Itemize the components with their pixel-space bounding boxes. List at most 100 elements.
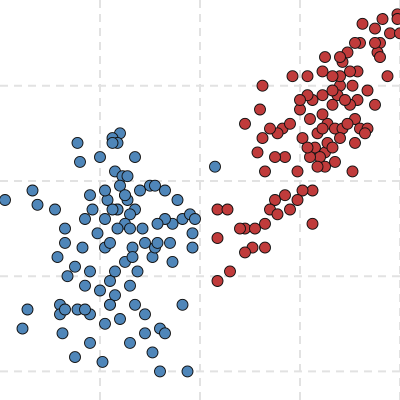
red-data-point [349,36,361,49]
blue-data-point [84,189,96,202]
red-data-point [374,51,386,64]
red-data-point [211,275,224,287]
blue-data-point [159,327,171,340]
red-data-point [286,70,299,83]
blue-data-point [139,236,151,249]
red-data-point [221,203,234,216]
red-data-point [306,184,319,197]
blue-data-point [79,213,91,225]
blue-data-point [94,151,106,164]
red-data-point [346,79,359,92]
blue-data-point [136,222,149,235]
blue-data-point [79,303,91,316]
blue-data-point [124,208,136,221]
red-data-point [369,22,381,35]
red-data-point [264,122,276,135]
blue-data-point [121,170,134,183]
red-data-point [256,132,269,145]
blue-data-point [69,351,81,364]
red-data-point [296,184,309,197]
blue-data-point [151,217,164,230]
red-data-point [234,222,246,235]
red-data-point [224,265,236,278]
blue-data-point [79,279,91,292]
blue-data-point [104,298,116,311]
red-data-point [349,136,361,149]
blue-data-point [51,251,64,264]
blue-data-point [106,136,119,149]
red-data-point [346,165,359,178]
blue-data-point [26,184,39,197]
blue-data-point [61,270,74,283]
red-data-point [334,51,346,64]
blue-data-point [189,213,201,225]
blue-data-point [76,241,89,254]
blue-data-point [59,222,71,235]
red-data-point [329,155,341,168]
red-data-point [361,84,374,97]
red-data-point [326,141,339,154]
blue-data-point [84,265,96,278]
blue-data-point [69,260,81,273]
blue-data-point [151,236,164,249]
blue-data-point [86,203,99,216]
red-data-point [301,141,314,154]
red-data-point [356,17,369,30]
red-data-point [316,122,329,135]
blue-data-point [209,160,221,173]
red-data-point [301,70,314,83]
blue-data-point [59,236,71,249]
blue-data-point [131,265,144,278]
red-data-point [279,151,291,164]
blue-data-point [166,255,179,268]
red-data-point [271,208,284,221]
blue-data-point [124,279,136,292]
red-data-point [254,103,266,116]
blue-data-point [59,303,71,316]
red-data-point [316,65,329,78]
blue-data-point [119,189,131,202]
blue-data-point [21,303,34,316]
blue-data-point [49,203,61,216]
red-data-point [256,79,269,92]
blue-data-point [124,222,136,235]
red-data-point [376,13,389,25]
red-data-point [326,98,339,111]
blue-data-point [104,236,116,249]
red-data-point [359,127,371,140]
blue-data-point [139,327,151,340]
blue-data-point [181,365,194,378]
blue-data-point [124,336,136,349]
red-data-point [239,117,251,130]
red-data-point [251,146,264,159]
blue-data-point [31,198,44,211]
blue-data-point [56,327,69,340]
red-data-point [326,84,339,97]
blue-data-point [114,313,126,325]
red-data-point [344,65,356,78]
blue-data-point [154,365,166,378]
blue-data-point [84,336,96,349]
red-data-point [296,132,309,145]
red-data-point [334,132,346,145]
red-data-point [304,113,316,125]
red-data-point [269,151,281,164]
red-data-point [291,165,304,178]
red-data-point [284,117,296,130]
red-data-point [291,194,304,206]
red-data-point [384,27,396,40]
red-data-point [269,194,281,206]
red-data-point [316,89,329,102]
red-data-point [341,117,354,130]
blue-data-point [176,298,189,311]
blue-data-point [159,184,171,197]
blue-data-point [126,251,139,264]
blue-data-point [16,322,29,335]
blue-data-point [171,194,184,206]
red-data-point [306,217,319,230]
red-data-point [381,70,394,83]
red-data-point [369,98,381,111]
red-data-point [284,203,296,216]
red-data-point [391,13,400,25]
